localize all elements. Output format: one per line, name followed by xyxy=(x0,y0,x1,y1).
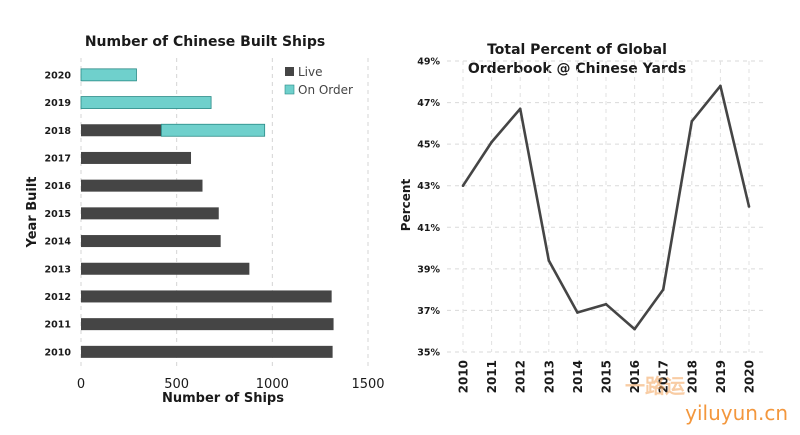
bar-live xyxy=(81,345,333,358)
ship-count-bar-chart: Number of Chinese Built Ships 2020201920… xyxy=(25,34,385,406)
line-chart-y-tick-label: 39% xyxy=(417,264,440,275)
bar-live xyxy=(81,124,162,137)
line-chart-x-tick-label: 2017 xyxy=(657,360,671,393)
line-chart-x-tick-label: 2018 xyxy=(685,360,699,393)
year-label: 2018 xyxy=(45,126,72,137)
year-label: 2013 xyxy=(45,264,71,275)
bar-live xyxy=(81,318,334,331)
year-label: 2020 xyxy=(45,70,72,81)
bar-chart-x-axis-label: Number of Ships xyxy=(162,391,284,406)
line-chart-y-tick-label: 43% xyxy=(417,181,440,192)
line-chart-point xyxy=(747,205,751,208)
line-chart-y-axis-label: Percent xyxy=(399,179,413,232)
line-chart-y-tick-label: 45% xyxy=(417,140,440,151)
year-label: 2011 xyxy=(45,320,71,331)
bar-live xyxy=(81,151,192,164)
line-chart-x-tick-label: 2012 xyxy=(514,360,528,393)
year-label: 2017 xyxy=(45,153,71,164)
line-chart-point xyxy=(576,311,579,314)
bar-chart-title: Number of Chinese Built Ships xyxy=(85,34,325,50)
year-label: 2016 xyxy=(45,181,72,192)
line-chart-point xyxy=(461,184,465,188)
bar-live xyxy=(81,179,203,192)
line-chart-x-tick-label: 2013 xyxy=(542,360,556,393)
bar-chart-x-tick-labels: 0 500 1000 1500 xyxy=(77,377,385,392)
line-chart-point xyxy=(719,84,722,88)
line-chart-y-tick-label: 49% xyxy=(417,57,440,68)
watermark-text: yiluyun.cn xyxy=(685,401,788,425)
bar-chart-x-tick-label: 500 xyxy=(164,377,189,392)
bar-on-order xyxy=(80,68,137,82)
bar-chart-bars xyxy=(80,68,334,358)
line-chart-point xyxy=(661,288,665,291)
bar-live xyxy=(81,262,250,275)
line-chart-points xyxy=(461,84,751,331)
bar-chart-x-tick-label: 1000 xyxy=(256,377,289,392)
bar-on-order xyxy=(80,96,212,109)
line-chart-x-tick-label: 2019 xyxy=(714,360,728,393)
year-label: 2010 xyxy=(45,347,72,358)
line-chart-x-tick-labels: 2010 2011 2012 2013 2014 2015 2016 2017 2018 2019… xyxy=(457,360,757,393)
year-label: 2015 xyxy=(45,209,71,220)
watermark: 一路运 yiluyun.cn xyxy=(625,374,788,425)
line-chart-point xyxy=(633,327,636,331)
legend-swatch-on-order xyxy=(284,84,295,95)
line-chart-x-tick-label: 2020 xyxy=(743,360,757,393)
bar-on-order xyxy=(160,123,266,137)
year-label: 2019 xyxy=(45,98,71,109)
line-chart-x-tick-label: 2016 xyxy=(628,360,642,393)
bar-chart-legend: Live On Order xyxy=(284,65,353,97)
line-chart-gridlines xyxy=(447,60,763,353)
bar-chart-year-labels: 2020 2019 2018 2017 2016 2015 2014 2013 2012 2011… xyxy=(45,70,72,358)
bar-chart-x-tick-label: 0 xyxy=(77,377,85,392)
line-chart-point xyxy=(518,107,522,111)
bar-chart-y-axis-label: Year Built xyxy=(25,176,40,248)
line-chart-point xyxy=(690,119,694,123)
legend-swatch-live xyxy=(285,67,294,76)
line-chart-point xyxy=(547,259,551,262)
line-chart-x-tick-label: 2011 xyxy=(485,360,499,393)
line-chart-point xyxy=(604,302,608,306)
line-chart-y-tick-label: 37% xyxy=(417,306,440,317)
watermark-glyphs: 一路运 xyxy=(625,374,685,398)
line-chart-title-line-1: Total Percent of Global xyxy=(487,42,667,58)
bar-live xyxy=(81,235,221,248)
line-chart-y-tick-labels: 35% 37% 39% 41% 43% 45% 47% 49% xyxy=(417,57,440,359)
legend-label-live: Live xyxy=(298,65,323,79)
line-chart-x-tick-label: 2014 xyxy=(571,360,585,393)
bar-live xyxy=(81,290,332,303)
line-chart-x-tick-label: 2015 xyxy=(600,360,614,393)
year-label: 2014 xyxy=(45,237,72,248)
year-label: 2012 xyxy=(45,292,71,303)
orderbook-line-chart: Total Percent of Global Orderbook @ Chin… xyxy=(399,42,763,393)
line-chart-y-tick-label: 47% xyxy=(417,98,440,109)
line-chart-y-tick-label: 41% xyxy=(417,223,440,234)
line-chart-point xyxy=(490,140,493,144)
line-chart-y-tick-label: 35% xyxy=(417,348,440,359)
legend-label-on-order: On Order xyxy=(298,83,353,97)
bar-live xyxy=(81,207,219,220)
bar-chart-x-tick-label: 1500 xyxy=(351,377,384,392)
line-chart-x-tick-label: 2010 xyxy=(457,360,471,393)
